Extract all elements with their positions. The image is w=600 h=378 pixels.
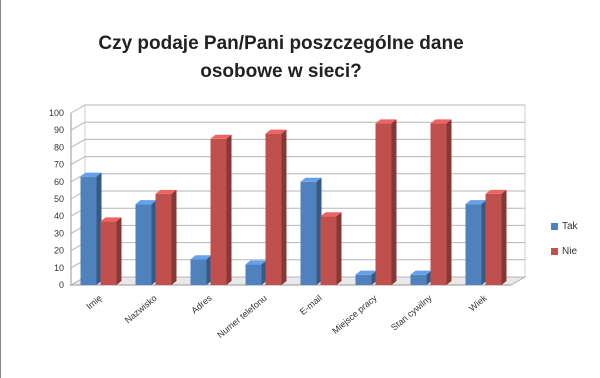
bar-tak-4-top	[300, 177, 322, 182]
bar-tak-3-top	[245, 260, 267, 265]
bar-nie-7-side	[501, 189, 507, 285]
bar-nie-6-side	[446, 119, 452, 285]
bar-nie-5-top	[375, 119, 397, 124]
legend-label-nie: Nie	[562, 246, 578, 257]
bar-nie-2-side	[226, 134, 232, 285]
bar-nie-1-side	[171, 189, 177, 285]
bar-tak-7-top	[465, 200, 487, 205]
x-tick-label: Miejsce pracy	[330, 293, 379, 336]
x-tick-label: E-mail	[298, 293, 324, 317]
bar-nie-3	[265, 133, 282, 285]
y-tick-label: 30	[54, 228, 64, 238]
y-tick-label: 100	[49, 108, 64, 118]
bar-tak-1-top	[135, 200, 157, 205]
bar-nie-5	[375, 123, 392, 285]
bar-tak-0-top	[80, 172, 102, 177]
legend-swatch-nie	[551, 247, 558, 255]
bar-nie-7-top	[485, 189, 507, 194]
legend-swatch-tak	[551, 222, 558, 230]
bar-tak-5-top	[355, 270, 377, 275]
bar-nie-2-top	[210, 134, 232, 139]
bar-tak-2	[190, 259, 207, 285]
y-tick-label: 60	[54, 177, 64, 187]
bar-tak-5	[355, 274, 372, 285]
x-tick-label: Adres	[189, 293, 214, 316]
bar-tak-3-side	[261, 260, 267, 285]
bar-tak-6-top	[410, 270, 432, 275]
bar-nie-4	[320, 216, 337, 285]
chart-title: Czy podaje Pan/Pani poszczególne dane os…	[98, 33, 464, 82]
x-tick-label: Numer telefonu	[215, 293, 269, 340]
y-tick-label: 0	[59, 280, 64, 290]
bar-nie-0	[100, 221, 117, 285]
bar-tak-7	[465, 204, 482, 285]
x-tick-label: Stan cywilny	[389, 293, 434, 333]
bar-nie-3-side	[281, 129, 287, 285]
bar-tak-6	[410, 274, 427, 285]
bar-tak-2-side	[206, 255, 212, 285]
bar-tak-2-top	[190, 255, 212, 260]
bar-nie-0-top	[100, 217, 122, 222]
bar-nie-7	[485, 193, 502, 285]
y-tick-label: 80	[54, 142, 64, 152]
y-tick-label: 70	[54, 160, 64, 170]
bar-tak-5-side	[371, 270, 377, 285]
y-tick-label: 40	[54, 211, 64, 221]
x-tick-label: Imię	[84, 293, 103, 312]
x-tick-label: Wiek	[467, 293, 489, 314]
bar-nie-4-top	[320, 212, 342, 217]
bar-nie-0-side	[116, 217, 122, 285]
bar-nie-5-side	[391, 119, 397, 285]
bar-tak-7-side	[481, 200, 487, 285]
bar-tak-4-side	[316, 177, 322, 285]
bar-tak-1	[135, 204, 152, 285]
gridline	[70, 104, 525, 114]
bar-nie-1-top	[155, 189, 177, 194]
legend-entry-tak: Tak	[551, 221, 578, 233]
bar-nie-6	[430, 123, 447, 285]
bar-tak-6-side	[426, 270, 432, 285]
bar-nie-2	[210, 138, 227, 285]
bar-nie-1	[155, 193, 172, 285]
legend-entry-nie: Nie	[551, 246, 577, 258]
bar-nie-6-top	[430, 119, 452, 124]
bar-nie-4-side	[336, 212, 342, 285]
y-tick-label: 50	[54, 194, 64, 204]
bar-tak-3	[245, 264, 262, 285]
y-tick-label: 20	[54, 246, 64, 256]
x-tick-label: Nazwisko	[123, 293, 159, 325]
bar-tak-0-side	[96, 172, 102, 285]
y-tick-label: 90	[54, 125, 64, 135]
bar-nie-3-top	[265, 129, 287, 134]
bar-tak-4	[300, 181, 317, 285]
bar-tak-1-side	[151, 200, 157, 285]
bar-tak-0	[80, 176, 97, 285]
legend-label-tak: Tak	[562, 221, 578, 232]
y-tick-label: 10	[54, 263, 64, 273]
